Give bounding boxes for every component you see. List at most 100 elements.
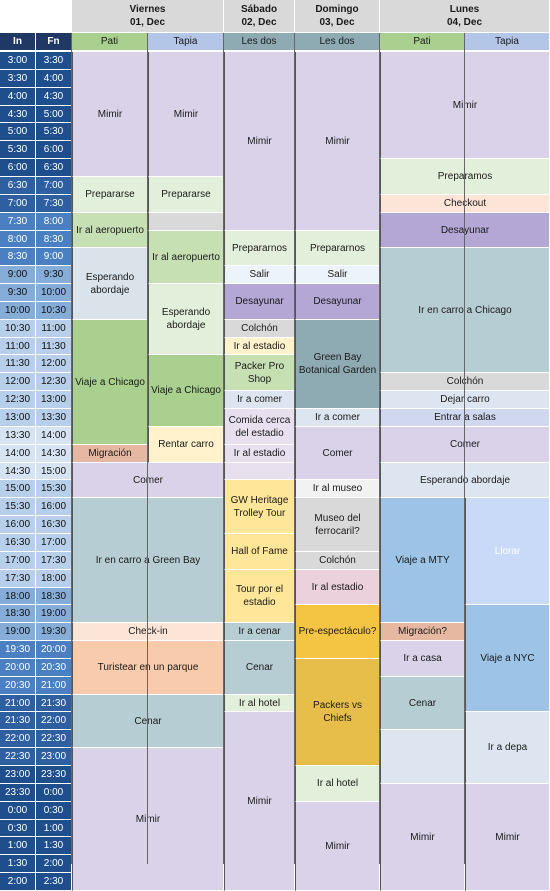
event-viernes_tapia-5[interactable]: Viaje a Chicago [148, 355, 224, 427]
event-lunes_tapia-3[interactable]: Mimir [465, 784, 550, 891]
event-domingo-5[interactable]: Ir a comer [295, 409, 380, 427]
event-domingo-12[interactable]: Packers vs Chiefs [295, 659, 380, 766]
event-domingo-11[interactable]: Pre-espectáculo? [295, 605, 380, 659]
event-domingo-2[interactable]: Salir [295, 266, 380, 284]
event-lunes_both-7[interactable]: Entrar a salas [380, 409, 550, 427]
event-domingo-0[interactable]: Mimir [295, 52, 380, 231]
time-in-cell: 12:00 [0, 373, 36, 391]
event-lunes_pati-1[interactable]: Migración? [380, 623, 465, 641]
event-viernes_both-0[interactable]: Comer [72, 463, 224, 498]
event-lunes_both-6[interactable]: Dejar carro [380, 391, 550, 409]
event-viernes_tapia-1[interactable]: Prepararse [148, 177, 224, 213]
time-in-cell: 15:00 [0, 480, 36, 498]
time-in-cell: 5:30 [0, 141, 36, 159]
event-sabado-4[interactable]: Colchón [224, 320, 295, 338]
event-sabado-8[interactable]: Comida cerca del estadio [224, 409, 295, 445]
event-sabado-10[interactable]: GW Heritage Trolley Tour [224, 480, 295, 534]
event-lunes_both-5[interactable]: Colchón [380, 373, 550, 391]
event-domingo-10[interactable]: Ir al estadio [295, 570, 380, 605]
column-divider [464, 33, 465, 864]
event-lunes_both-8[interactable]: Comer [380, 427, 550, 463]
event-sabado-3[interactable]: Desayunar [224, 284, 295, 320]
event-domingo-1[interactable]: Prepararnos [295, 231, 380, 266]
time-fn-cell: 15:00 [36, 463, 72, 480]
time-in-cell: 13:30 [0, 427, 36, 445]
event-lunes_both-3[interactable]: Desayunar [380, 213, 550, 248]
event-viernes_both-2[interactable]: Check-in [72, 623, 224, 641]
column-divider [379, 33, 380, 864]
time-in-cell: 9:30 [0, 284, 36, 302]
event-domingo-8[interactable]: Museo del ferrocaril? [295, 498, 380, 552]
event-domingo-4[interactable]: Green Bay Botanical Garden [295, 320, 380, 409]
event-lunes_both-9[interactable]: Esperando abordaje [380, 463, 550, 498]
event-viernes_pati-5[interactable]: Migración [72, 445, 148, 463]
event-viernes_pati-1[interactable]: Prepararse [72, 177, 148, 213]
event-sabado-15[interactable]: Ir al hotel [224, 695, 295, 712]
event-lunes_tapia-2[interactable]: Ir a depa [465, 712, 550, 784]
event-sabado-2[interactable]: Salir [224, 266, 295, 284]
event-viernes_both-1[interactable]: Ir en carro a Green Bay [72, 498, 224, 623]
event-sabado-1[interactable]: Prepararnos [224, 231, 295, 266]
event-viernes_tapia-0[interactable]: Mimir [148, 52, 224, 177]
event-lunes_pati-4[interactable] [380, 730, 465, 784]
time-fn-cell: 1:00 [36, 820, 72, 837]
event-viernes_pati-4[interactable]: Viaje a Chicago [72, 320, 148, 445]
time-in-cell: 14:30 [0, 463, 36, 480]
time-in-cell: 14:00 [0, 445, 36, 463]
time-in-cell: 0:30 [0, 820, 36, 837]
event-domingo-9[interactable]: Colchón [295, 552, 380, 570]
event-sabado-13[interactable]: Ir a cenar [224, 623, 295, 641]
time-in-cell: 1:30 [0, 855, 36, 873]
time-fn-cell: 14:30 [36, 445, 72, 463]
time-in-cell: 1:00 [0, 837, 36, 855]
event-sabado-0[interactable]: Mimir [224, 52, 295, 231]
event-sabado-12[interactable]: Tour por el estadio [224, 570, 295, 623]
event-lunes_pati-2[interactable]: Ir a casa [380, 641, 465, 677]
event-viernes_tapia-6[interactable]: Rentar carro [148, 427, 224, 463]
time-fn-cell: 5:30 [36, 123, 72, 141]
event-lunes_both-4[interactable]: Ir en carro a Chicago [380, 248, 550, 373]
event-viernes_both-5[interactable]: Mimir [72, 748, 224, 891]
event-lunes_both-2[interactable]: Checkout [380, 195, 550, 213]
time-fn-cell: 4:30 [36, 88, 72, 106]
event-viernes_pati-0[interactable]: Mimir [72, 52, 148, 177]
time-fn-cell: 6:30 [36, 159, 72, 177]
time-fn-cell: 15:30 [36, 480, 72, 498]
event-domingo-14[interactable]: Mimir [295, 802, 380, 891]
event-lunes_pati-0[interactable]: Viaje a MTY [380, 498, 465, 623]
event-lunes_tapia-1[interactable]: Viaje a NYC [465, 605, 550, 712]
event-sabado-5[interactable]: Ir al estadio [224, 338, 295, 355]
day-date: 04, Dec [446, 17, 483, 28]
event-lunes_both-1[interactable]: Preparamos [380, 159, 550, 195]
event-viernes_both-4[interactable]: Cenar [72, 695, 224, 748]
event-lunes_pati-5[interactable]: Mimir [380, 784, 465, 891]
event-lunes_tapia-0[interactable]: Llorar [465, 498, 550, 605]
event-sabado-9[interactable]: Ir al estadio [224, 445, 295, 463]
event-viernes_tapia-3[interactable]: Ir al aeropuerto [148, 231, 224, 284]
time-fn-cell: 10:00 [36, 284, 72, 302]
event-sabado-6[interactable]: Packer Pro Shop [224, 355, 295, 391]
time-fn-cell: 16:00 [36, 498, 72, 516]
event-viernes_pati-3[interactable]: Esperando abordaje [72, 248, 148, 320]
column-divider [294, 33, 295, 864]
event-sabado-7[interactable]: Ir a comer [224, 391, 295, 409]
event-domingo-7[interactable]: Ir al museo [295, 480, 380, 498]
event-lunes_both-0[interactable]: Mimir [380, 52, 550, 159]
time-fn-cell: 2:00 [36, 855, 72, 873]
event-sabado-16[interactable]: Mimir [224, 712, 295, 891]
event-sabado-14[interactable]: Cenar [224, 641, 295, 695]
event-domingo-6[interactable]: Comer [295, 427, 380, 480]
time-fn-cell: 8:00 [36, 213, 72, 231]
time-in-cell: 17:30 [0, 570, 36, 588]
event-lunes_pati-3[interactable]: Cenar [380, 677, 465, 730]
event-domingo-13[interactable]: Ir al hotel [295, 766, 380, 802]
event-viernes_tapia-2[interactable] [148, 213, 224, 231]
event-viernes_tapia-4[interactable]: Esperando abordaje [148, 284, 224, 355]
time-fn-cell: 23:30 [36, 766, 72, 784]
time-fn-cell: 8:30 [36, 231, 72, 248]
event-viernes_pati-2[interactable]: Ir al aeropuerto [72, 213, 148, 248]
event-viernes_both-3[interactable]: Turistear en un parque [72, 641, 224, 695]
event-sabado-11[interactable]: Hall of Fame [224, 534, 295, 570]
person-header-3: Les dos [295, 33, 380, 51]
event-domingo-3[interactable]: Desayunar [295, 284, 380, 320]
